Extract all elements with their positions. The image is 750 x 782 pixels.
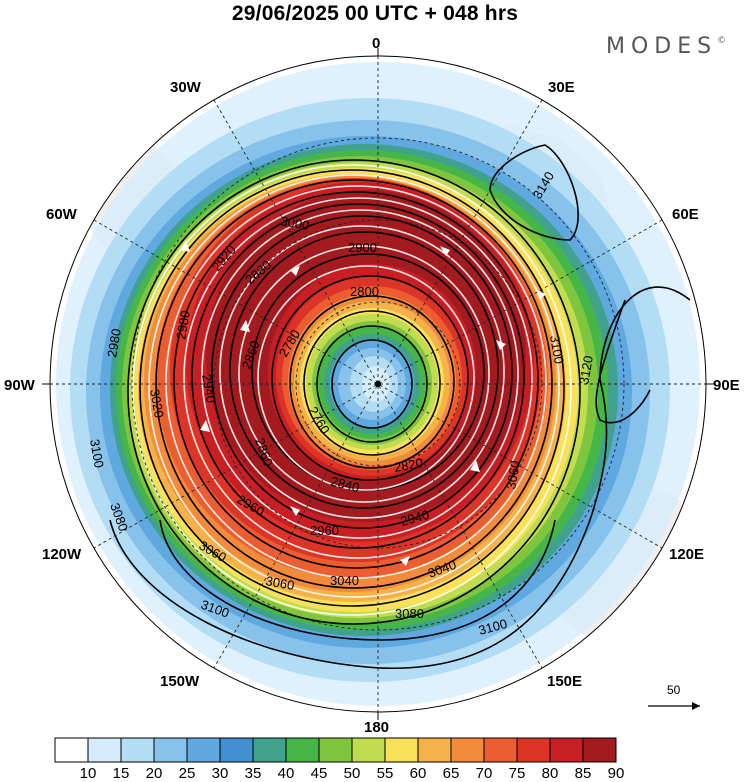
contour-label: 3060 [264, 573, 295, 593]
contour-label: 2820 [393, 455, 424, 475]
copyright-mark: © [717, 36, 727, 46]
border-ticks [42, 48, 714, 720]
contour-label: 2840 [329, 473, 361, 495]
colorbar-swatch [186, 737, 221, 763]
colorbar-swatch [351, 737, 386, 763]
colorbar-swatch [54, 737, 89, 763]
contour-label: 2980 [104, 327, 124, 358]
colorbar-tick-label: 75 [508, 765, 526, 782]
colorbar-swatch [582, 737, 617, 763]
colorbar-swatch [252, 737, 287, 763]
wind-vectors [132, 164, 572, 616]
colorbar-swatch [483, 737, 518, 763]
modes-logo: MODES© [606, 34, 726, 59]
contour-label: 2900 [348, 240, 377, 255]
colorbar-tick-label: 45 [310, 765, 328, 782]
contour-label: 3020 [147, 388, 167, 419]
colorbar-swatch [549, 737, 584, 763]
wind-arrowheads [180, 240, 546, 566]
lon-label-0: 0 [372, 35, 381, 52]
colorbar-tick-label: 15 [112, 765, 130, 782]
vector-reference-arrow [648, 702, 700, 710]
contour-label: 3100 [87, 438, 107, 469]
colorbar-tick-label: 80 [541, 765, 559, 782]
contour-label: 2800 [350, 284, 379, 299]
contour-label: 3100 [477, 616, 509, 638]
lon-label-120e: 120E [669, 546, 705, 563]
colorbar-swatch [450, 737, 485, 763]
lon-label-150w: 150W [160, 673, 200, 690]
colorbar-swatch [153, 737, 188, 763]
contour-label: 3040 [330, 573, 359, 588]
colorbar-tick-label: 10 [79, 765, 97, 782]
contour-label: 2940 [399, 507, 431, 529]
colorbar-swatch [285, 737, 320, 763]
pole-marker [375, 381, 381, 387]
colorbar-swatch [318, 737, 353, 763]
colorbar-tick-label: 90 [607, 765, 625, 782]
colorbar-swatch [87, 737, 122, 763]
lon-label-30e: 30E [548, 79, 575, 96]
colorbar-tick-label: 85 [574, 765, 592, 782]
contour-label: 2940 [199, 373, 219, 404]
colorbar-tick-label: 25 [178, 765, 196, 782]
height-contours [109, 144, 691, 670]
colorbar-swatch [120, 737, 155, 763]
lon-label-180: 180 [364, 719, 390, 736]
colorbar-tick-label: 35 [244, 765, 262, 782]
colorbar-swatch [516, 737, 551, 763]
lon-label-120w: 120W [42, 546, 82, 563]
colorbar-swatch [384, 737, 419, 763]
contour-label: 2960 [310, 523, 339, 538]
colorbar-swatch [219, 737, 254, 763]
colorbar-tick-label: 60 [409, 765, 427, 782]
lon-label-90e: 90E [713, 377, 740, 394]
contour-label: 3100 [547, 334, 567, 365]
lon-label-60e: 60E [672, 206, 699, 223]
lon-label-90w: 90W [4, 377, 35, 394]
colorbar-tick-label: 20 [145, 765, 163, 782]
lon-label-30w: 30W [170, 79, 201, 96]
colorbar-tick-label: 50 [343, 765, 361, 782]
colorbar-tick-label: 30 [211, 765, 229, 782]
brand-name: MODES [606, 34, 718, 59]
contour-label: 3080 [395, 606, 424, 621]
contour-label: 3060 [503, 459, 523, 490]
contour-label: 3000 [279, 213, 310, 233]
colorbar-tick-label: 40 [277, 765, 295, 782]
vector-reference-label: 50 [667, 683, 681, 697]
colorbar-tick-label: 65 [442, 765, 460, 782]
wind-speed-field [50, 56, 706, 712]
colorbar-tick-label: 55 [376, 765, 394, 782]
lon-label-60w: 60W [46, 206, 77, 223]
colorbar [54, 737, 617, 763]
lon-label-150e: 150E [547, 673, 583, 690]
map-title: 29/06/2025 00 UTC + 048 hrs [231, 2, 519, 25]
colorbar-swatch [417, 737, 452, 763]
contour-label: 3120 [576, 354, 596, 385]
graticule [50, 56, 706, 712]
colorbar-tick-label: 70 [475, 765, 493, 782]
contour-label: 2980 [173, 309, 193, 340]
